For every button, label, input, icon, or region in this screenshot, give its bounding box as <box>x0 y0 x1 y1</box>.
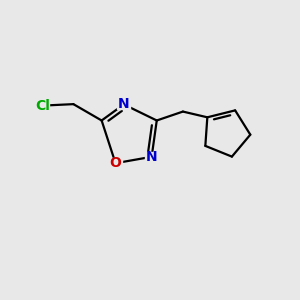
Text: N: N <box>118 98 130 111</box>
Bar <box>117 100 130 109</box>
Text: O: O <box>110 156 122 170</box>
Text: N: N <box>146 150 158 164</box>
Bar <box>145 152 158 162</box>
Bar <box>36 101 49 110</box>
Bar <box>109 158 122 168</box>
Text: Cl: Cl <box>35 99 50 112</box>
